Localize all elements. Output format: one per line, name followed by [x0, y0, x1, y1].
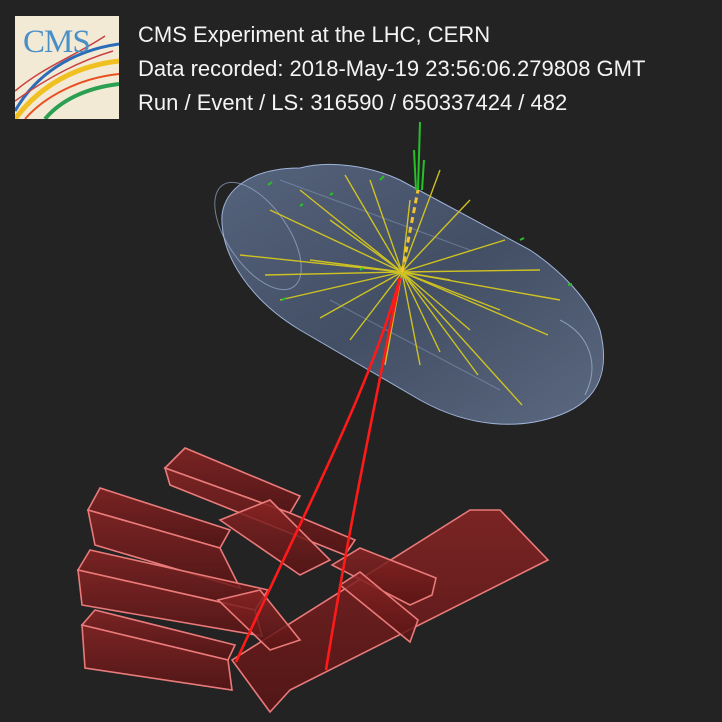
muon-chambers — [76, 447, 550, 714]
muon-tracks — [234, 277, 402, 671]
cms-logo: CMS — [15, 16, 119, 119]
met-line — [400, 189, 420, 273]
cms-logo-text: CMS — [23, 24, 91, 60]
run-label: Run / Event / LS: — [138, 90, 305, 115]
recorded-label: Data recorded: — [138, 56, 284, 81]
recorded-value: 2018-May-19 23:56:06.279808 GMT — [289, 56, 646, 81]
recorded-row: Data recorded: 2018-May-19 23:56:06.27980… — [138, 52, 645, 86]
detector-barrel — [214, 163, 605, 425]
experiment-title: CMS Experiment at the LHC, CERN — [138, 22, 491, 47]
run-value: 316590 / 650337424 / 482 — [310, 90, 568, 115]
event-info: CMS Experiment at the LHC, CERN Data rec… — [138, 18, 645, 120]
cms-logo-graphic — [15, 35, 119, 119]
run-row: Run / Event / LS: 316590 / 650337424 / 48… — [138, 86, 645, 120]
energy-deposits — [267, 121, 573, 301]
